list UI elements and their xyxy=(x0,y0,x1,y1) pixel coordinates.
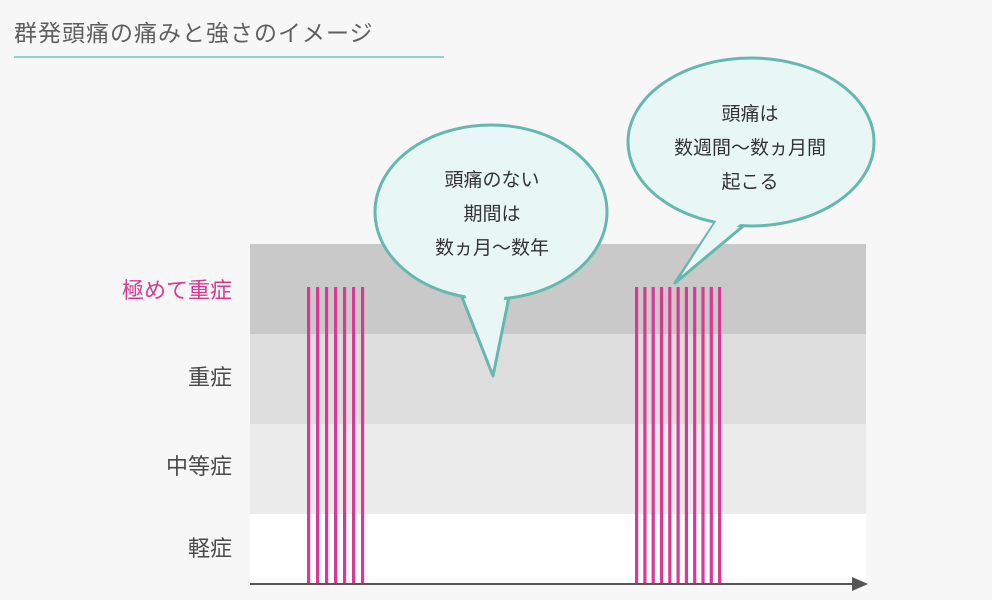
title-underline xyxy=(14,56,444,58)
attack-bar-1-7 xyxy=(361,287,365,584)
annotation-headache-period: 頭痛は 数週間〜数ヵ月間 起こる xyxy=(630,97,870,199)
band-mild xyxy=(250,514,866,584)
annotation-1-line-2: 期間は xyxy=(463,203,521,225)
attack-bar-2-5 xyxy=(668,287,672,584)
level-label-severe: 重症 xyxy=(187,366,232,391)
attack-bar-1-6 xyxy=(352,287,356,584)
attack-bar-1-5 xyxy=(343,287,347,584)
attack-bar-1-3 xyxy=(325,287,329,584)
attack-bar-2-9 xyxy=(701,287,705,584)
annotation-no-headache-period: 頭痛のない 期間は 数ヵ月〜数年 xyxy=(372,163,612,265)
attack-bar-1-4 xyxy=(334,287,338,584)
attack-bar-2-6 xyxy=(676,287,680,584)
level-label-moderate: 中等症 xyxy=(165,455,232,480)
attack-bar-2-10 xyxy=(709,287,713,584)
band-moderate xyxy=(250,424,866,514)
attack-bar-2-7 xyxy=(684,287,688,584)
attack-bar-2-8 xyxy=(693,287,697,584)
speech-bubble-headache-period xyxy=(626,56,876,285)
attack-bar-2-4 xyxy=(659,287,664,584)
band-severe xyxy=(250,334,866,424)
annotation-1-line-3: 数ヵ月〜数年 xyxy=(434,237,549,259)
attack-bar-1-1 xyxy=(307,287,311,584)
time-axis-arrowhead xyxy=(852,577,868,591)
attack-cluster-1 xyxy=(307,287,365,584)
speech-bubble-no-headache-period xyxy=(373,123,609,378)
annotation-2-line-3: 起こる xyxy=(721,171,779,193)
chart-title: 群発頭痛の痛みと強さのイメージ xyxy=(14,21,374,47)
level-label-mild: 軽症 xyxy=(187,537,232,562)
level-label-extreme-severe: 極めて重症 xyxy=(121,279,232,304)
attack-bar-2-3 xyxy=(651,287,655,584)
attack-bar-2-1 xyxy=(635,287,639,584)
attack-bar-1-2 xyxy=(316,287,320,584)
annotation-2-line-1: 頭痛は xyxy=(721,103,779,125)
annotation-2-line-2: 数週間〜数ヵ月間 xyxy=(673,137,826,159)
attack-bar-2-11 xyxy=(718,287,722,584)
annotation-1-line-1: 頭痛のない xyxy=(444,169,540,191)
attack-bar-2-2 xyxy=(643,287,647,584)
attack-cluster-2 xyxy=(635,287,722,584)
